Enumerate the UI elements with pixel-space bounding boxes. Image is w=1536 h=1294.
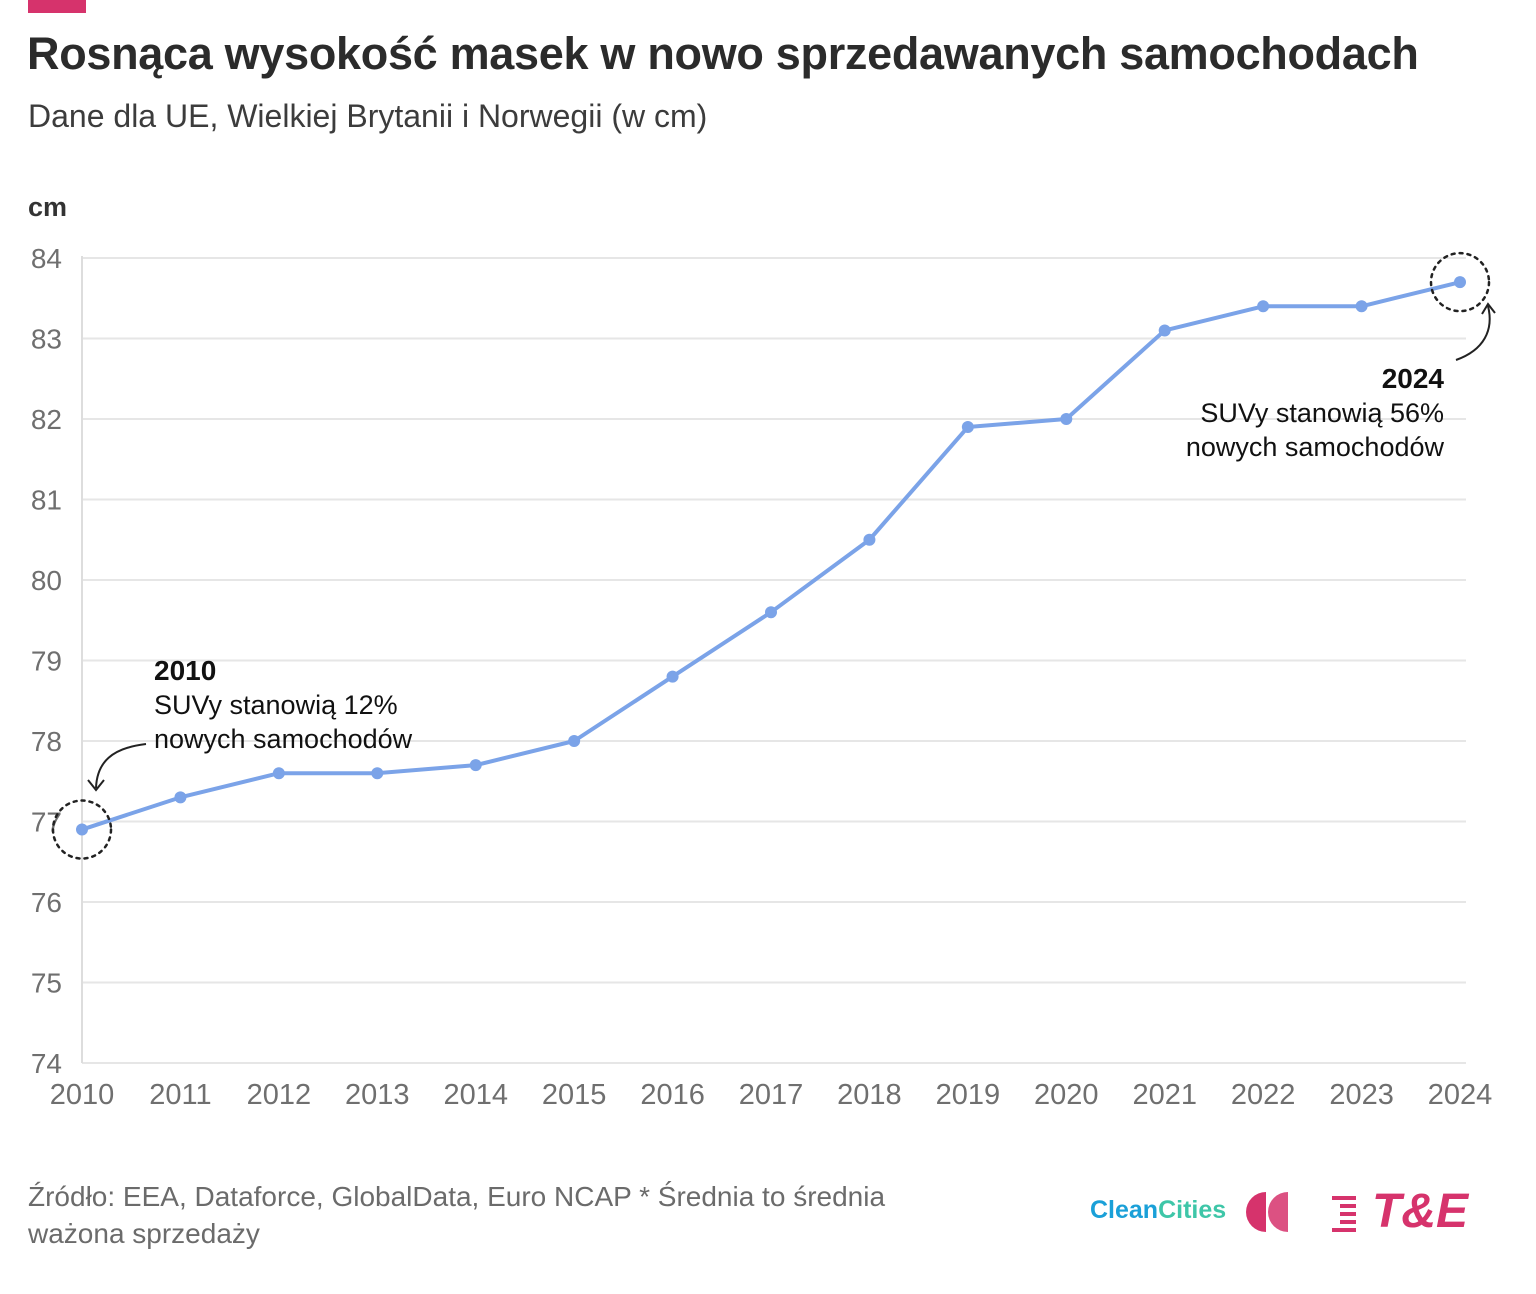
- annotation-highlight-circle: [51, 799, 113, 860]
- cleancities-logo-part2: Cities: [1158, 1196, 1227, 1224]
- y-tick-label: 83: [31, 324, 62, 355]
- x-tick-label: 2024: [1428, 1079, 1493, 1111]
- annotation-highlight-circle: [1429, 251, 1491, 313]
- x-tick-label: 2011: [149, 1079, 211, 1111]
- data-point: [76, 823, 88, 836]
- data-point: [469, 759, 482, 772]
- x-tick-label: 2014: [443, 1079, 508, 1111]
- chart-title: Rosnąca wysokość masek w nowo sprzedawan…: [27, 28, 1419, 79]
- x-tick-label: 2018: [837, 1079, 902, 1111]
- y-tick-label: 77: [31, 807, 62, 838]
- x-tick-label: 2021: [1132, 1079, 1197, 1111]
- chart-subtitle: Dane dla UE, Wielkiej Brytanii i Norwegi…: [28, 98, 708, 134]
- y-tick-labels: 74 75 76 77 78 79 80 81 82 83 84: [31, 243, 62, 1079]
- x-tick-label: 2010: [50, 1079, 115, 1111]
- data-point: [1454, 276, 1466, 289]
- annotation-text-line2: nowych samochodów: [1186, 432, 1445, 462]
- data-point: [863, 533, 876, 546]
- source-note: Źródło: EEA, Dataforce, GlobalData, Euro…: [28, 1181, 886, 1249]
- data-point: [1257, 300, 1270, 313]
- y-tick-label: 80: [31, 565, 62, 596]
- x-tick-label: 2012: [247, 1079, 312, 1111]
- y-tick-label: 81: [31, 485, 62, 516]
- y-tick-label: 78: [31, 726, 62, 757]
- annotations: 2010 SUVy stanowią 12% nowych samochodów 20…: [51, 251, 1496, 860]
- x-tick-label: 2019: [936, 1079, 1001, 1111]
- data-point: [1355, 300, 1368, 313]
- cleancities-logo: CleanCities: [1090, 1196, 1226, 1225]
- series-layer: [76, 276, 1466, 836]
- x-tick-label: 2022: [1231, 1079, 1296, 1111]
- annotation-text-line1: SUVy stanowią 12%: [154, 690, 398, 720]
- annotation-year-label: 2024: [1382, 363, 1445, 394]
- data-point: [272, 767, 285, 780]
- y-tick-label: 82: [31, 404, 62, 435]
- y-tick-label: 75: [31, 968, 62, 999]
- y-tick-label: 84: [31, 243, 62, 274]
- data-point: [371, 767, 384, 780]
- te-logo-stripes-icon: [1332, 1196, 1356, 1232]
- y-axis-unit-label: cm: [28, 192, 67, 222]
- data-point: [765, 606, 777, 619]
- x-tick-label: 2016: [640, 1079, 705, 1111]
- te-logo: T&E: [1372, 1185, 1468, 1238]
- annotation-arrow: [95, 743, 147, 789]
- x-tick-label: 2017: [739, 1079, 804, 1111]
- y-tick-label: 76: [31, 887, 62, 918]
- x-tick-label: 2023: [1329, 1079, 1394, 1111]
- annotation-arrow: [1455, 305, 1491, 361]
- data-point: [961, 421, 974, 434]
- cleancities-logo-icon: [1246, 1192, 1288, 1232]
- data-point: [666, 670, 679, 683]
- annotation-text-line2: nowych samochodów: [154, 724, 413, 754]
- data-point: [1060, 413, 1073, 425]
- x-tick-label: 2015: [542, 1079, 607, 1111]
- data-point: [1158, 324, 1171, 337]
- accent-bar: [28, 0, 86, 13]
- y-tick-label: 74: [31, 1048, 62, 1079]
- annotation-year-label: 2010: [154, 655, 216, 686]
- data-point: [174, 791, 187, 804]
- data-point: [568, 735, 581, 747]
- x-tick-label: 2013: [345, 1079, 410, 1111]
- cleancities-logo-part1: Clean: [1090, 1196, 1159, 1224]
- x-tick-label: 2020: [1034, 1079, 1099, 1111]
- x-tick-labels: 2010 2011 2012 2013 2014 2015 2016 2017 2018 2019…: [50, 1079, 1493, 1111]
- annotation-arrow-head: [87, 779, 105, 792]
- gridlines: [82, 257, 1466, 1064]
- annotation-text-line1: SUVy stanowią 56%: [1200, 398, 1444, 428]
- y-tick-label: 79: [31, 646, 62, 677]
- annotation-arrow-head: [1481, 302, 1496, 315]
